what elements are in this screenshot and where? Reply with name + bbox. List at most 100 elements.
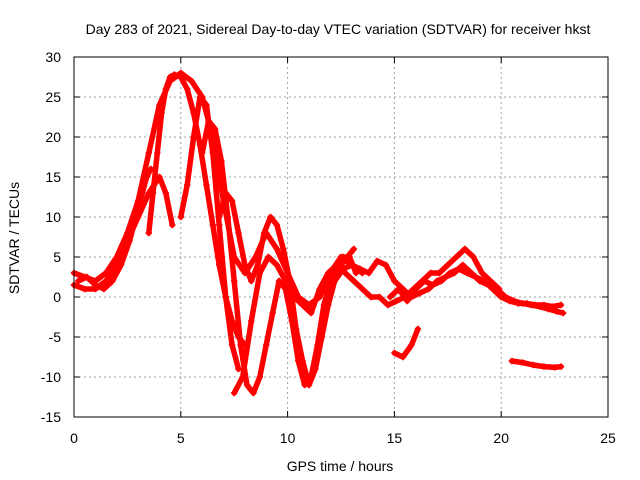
data-point (549, 303, 556, 310)
data-point (273, 221, 281, 229)
data-point (350, 277, 358, 285)
series-arc-c (75, 165, 155, 293)
data-point (248, 317, 255, 325)
y-tick-label: 5 (53, 249, 61, 265)
data-point (235, 365, 242, 373)
y-axis-title: SDTVAR / TECUs (6, 182, 22, 294)
data-point (216, 213, 223, 221)
data-point (453, 253, 460, 261)
data-point (143, 173, 150, 181)
data-point (446, 269, 454, 277)
x-tick-label: 25 (600, 430, 616, 446)
data-point (519, 359, 526, 366)
data-point (436, 269, 443, 277)
data-point (256, 269, 264, 277)
series-arc-g (216, 189, 358, 389)
data-point (162, 189, 170, 197)
data-point (305, 381, 313, 389)
data-point (324, 301, 332, 309)
data-point (231, 277, 238, 285)
data-point (333, 261, 340, 269)
data-point (145, 149, 152, 157)
chart-title: Day 283 of 2021, Sidereal Day-to-day VTE… (86, 21, 591, 37)
data-point (224, 213, 231, 221)
data-point (102, 277, 110, 285)
data-point (260, 229, 268, 237)
data-point (241, 261, 249, 269)
data-point (83, 273, 91, 281)
data-point (275, 277, 283, 285)
data-point (92, 281, 99, 289)
data-point (222, 293, 229, 301)
data-point (459, 261, 466, 269)
data-point (273, 261, 281, 269)
data-point (280, 245, 287, 253)
data-point (205, 117, 212, 125)
series-line (75, 166, 154, 292)
data-point (391, 277, 398, 285)
data-point (489, 285, 496, 293)
data-point (551, 364, 558, 371)
data-point (357, 265, 364, 273)
data-point (228, 197, 236, 205)
data-point (498, 293, 505, 301)
data-point (290, 293, 298, 301)
data-point (188, 77, 195, 85)
data-point (177, 213, 184, 221)
y-tick-label: 30 (45, 49, 61, 65)
data-point (480, 277, 488, 285)
label-layer: 0 5 10 15 20 25 -15 -10 -5 0 5 10 15 20 25 30 (41, 49, 616, 446)
data-point (231, 389, 238, 397)
data-point (100, 285, 108, 293)
data-point (376, 293, 383, 301)
x-tick-label: 20 (493, 430, 509, 446)
data-point (256, 373, 264, 381)
data-point (515, 300, 522, 307)
data-point (540, 363, 548, 370)
data-point (429, 281, 437, 289)
data-point (553, 308, 560, 315)
data-point (299, 301, 306, 309)
x-tick-label: 5 (177, 430, 185, 446)
data-point (324, 269, 332, 277)
data-point (472, 273, 479, 281)
data-point (184, 85, 191, 93)
y-tick-label: 25 (45, 89, 61, 105)
data-point (203, 101, 210, 109)
tick-layer (73, 56, 609, 418)
data-point (348, 261, 355, 269)
data-point (393, 297, 400, 305)
data-point (145, 229, 152, 237)
data-point (386, 293, 394, 301)
data-point (196, 93, 204, 101)
data-point (265, 253, 272, 261)
data-point (109, 277, 116, 285)
data-point (352, 269, 360, 277)
data-point (455, 265, 462, 273)
data-point (203, 181, 210, 189)
data-point (391, 349, 398, 357)
data-point (344, 253, 351, 261)
y-tick-label: 0 (53, 289, 61, 305)
data-point (307, 309, 315, 317)
data-point (331, 277, 338, 285)
data-point (316, 285, 323, 293)
x-tick-label: 15 (387, 430, 403, 446)
data-point (408, 341, 415, 349)
data-point (267, 213, 274, 221)
data-point (427, 269, 434, 277)
data-point (530, 361, 537, 369)
data-point (339, 265, 347, 273)
data-point (273, 245, 281, 253)
data-point (463, 269, 471, 277)
data-point (508, 357, 516, 365)
data-point (557, 363, 565, 370)
data-point (117, 261, 125, 269)
data-point (190, 133, 197, 141)
data-point (532, 301, 539, 309)
y-tick-label: 10 (45, 209, 61, 225)
x-axis-title: GPS time / hours (287, 458, 394, 474)
